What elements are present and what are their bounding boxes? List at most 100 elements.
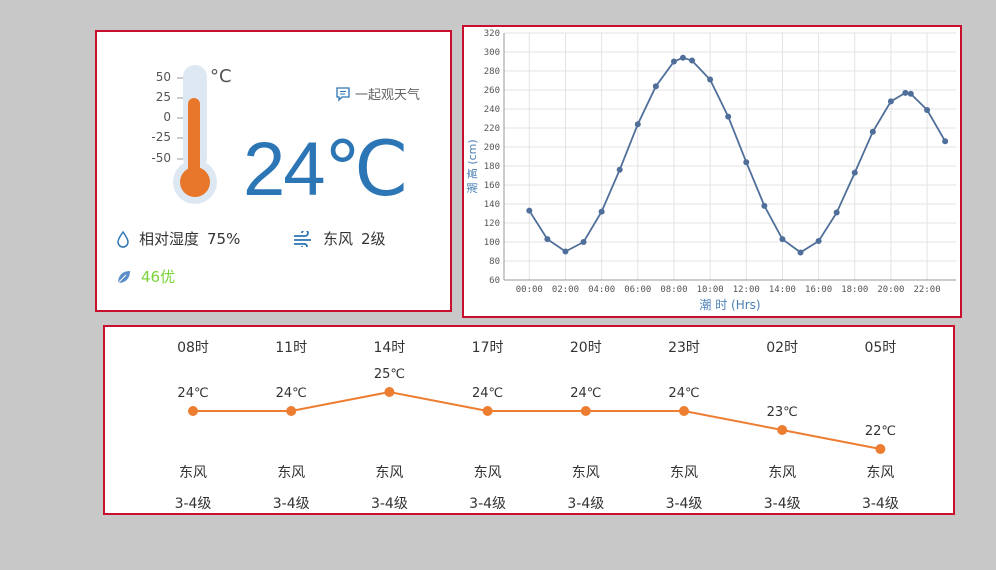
share-button[interactable]: 一起观天气 — [335, 84, 420, 103]
tide-point — [634, 121, 641, 128]
y-tick-label: 220 — [484, 124, 500, 134]
humidity-value: 75% — [207, 229, 241, 248]
aqi-level: 优 — [160, 268, 176, 286]
hourly-temp-point — [188, 406, 198, 416]
tide-point — [833, 209, 840, 216]
tide-series-line — [528, 56, 946, 254]
hourly-wind-level: 3-4级 — [469, 496, 507, 512]
scale-label: 25 — [155, 90, 171, 104]
hourly-time: 02时 — [766, 340, 799, 356]
x-tick-label: 06:00 — [624, 285, 651, 295]
hourly-wind-level: 3-4级 — [665, 496, 703, 512]
hourly-time: 17时 — [471, 340, 504, 356]
x-tick-label: 02:00 — [552, 285, 579, 295]
hourly-temp-point — [679, 406, 689, 416]
tide-point — [679, 54, 686, 61]
humidity-row: 相对湿度 75% — [115, 228, 240, 249]
hourly-wind-level: 3-4级 — [174, 496, 212, 512]
tide-point — [689, 57, 696, 64]
tide-chart-panel: 60 80 100 120 140 160 180 200 220 240 260 280 300 320… — [462, 25, 962, 318]
hourly-temp-label: 24℃ — [570, 386, 602, 401]
hourly-wind: 东风 — [571, 465, 600, 481]
x-tick-label: 22:00 — [914, 285, 941, 295]
hourly-wind: 东风 — [768, 465, 797, 481]
wind-row: 东风 2级 — [293, 228, 386, 249]
y-tick-label: 320 — [484, 29, 500, 39]
tide-point — [815, 238, 822, 245]
tide-point — [652, 83, 659, 90]
y-tick-label: 200 — [484, 143, 500, 153]
y-tick-label: 260 — [484, 86, 500, 96]
hourly-forecast-panel: 08时 24℃ 东风 3-4级 11时 24℃ 东风 3-4级 14时 25℃ 东风 3-4级 17时 2… — [103, 325, 955, 515]
hourly-time: 14时 — [373, 340, 406, 356]
x-tick-label: 00:00 — [516, 285, 543, 295]
hourly-temp-line-chart — [188, 387, 886, 454]
scale-label: 50 — [155, 70, 171, 84]
tide-point — [902, 89, 909, 96]
hourly-time: 23时 — [668, 340, 700, 356]
wind-icon — [294, 230, 311, 247]
tide-point — [779, 236, 786, 243]
hourly-temp-point — [384, 387, 395, 397]
tide-point — [598, 208, 605, 215]
x-tick-label: 08:00 — [660, 285, 687, 295]
x-tick-label: 10:00 — [697, 285, 724, 295]
tide-point — [544, 236, 551, 243]
hourly-temp-line — [193, 390, 881, 450]
hourly-temp-label: 24℃ — [275, 386, 307, 401]
tide-point — [907, 90, 914, 97]
hourly-temp-label: 23℃ — [766, 405, 798, 420]
hourly-time: 05时 — [864, 340, 897, 356]
thermometer-icon — [173, 65, 217, 204]
tide-point — [851, 169, 858, 176]
y-tick-label: 160 — [484, 181, 500, 191]
y-tick-label: 80 — [489, 257, 500, 267]
x-tick-label: 16:00 — [805, 285, 832, 295]
humidity-label: 相对湿度 — [139, 230, 200, 248]
current-temperature: 24℃ — [243, 127, 409, 212]
hourly-wind-level: 3-4级 — [861, 496, 899, 512]
scale-label: -25 — [151, 130, 171, 144]
hourly-temp-label: 25℃ — [373, 367, 405, 382]
y-tick-label: 180 — [484, 162, 500, 172]
tide-point — [526, 207, 533, 214]
wind-direction: 东风 — [323, 230, 354, 248]
thermometer-unit: °C — [210, 66, 232, 87]
hourly-wind: 东风 — [866, 465, 895, 481]
hourly-wind: 东风 — [375, 465, 404, 481]
hourly-wind: 东风 — [473, 465, 502, 481]
y-tick-label: 60 — [489, 276, 500, 286]
current-weather-panel: 50 25 0 -25 -50 °C 一起观天气 24℃ 相对湿度 75% 东风… — [95, 30, 452, 312]
tide-point — [887, 98, 894, 105]
leaf-icon — [117, 270, 130, 283]
hourly-temp-point — [286, 406, 297, 416]
y-tick-label: 240 — [484, 105, 500, 115]
y-tick-label: 140 — [484, 200, 500, 210]
y-tick-label: 300 — [484, 48, 500, 58]
share-label: 一起观天气 — [355, 88, 421, 103]
scale-label: -50 — [151, 151, 171, 165]
tide-point — [616, 166, 623, 173]
y-tick-label: 100 — [484, 238, 500, 248]
x-axis-title: 潮 时 (Hrs) — [699, 297, 760, 312]
hourly-wind: 东风 — [670, 465, 698, 481]
x-tick-label: 04:00 — [588, 285, 615, 295]
tide-point — [725, 113, 732, 120]
hourly-wind: 东风 — [179, 465, 207, 481]
tide-point — [562, 248, 569, 255]
x-tick-label: 18:00 — [841, 285, 868, 295]
tide-point — [707, 76, 714, 83]
tide-chart: 60 80 100 120 140 160 180 200 220 240 260 280 300 320… — [465, 29, 956, 312]
tide-point — [580, 239, 587, 245]
water-drop-icon — [117, 230, 129, 248]
hourly-temp-point — [875, 444, 886, 454]
hourly-time: 08时 — [177, 340, 209, 356]
tide-point — [869, 128, 876, 135]
share-chat-icon — [336, 86, 350, 102]
x-tick-label: 14:00 — [769, 285, 796, 295]
hourly-wind-level: 3-4级 — [567, 496, 605, 512]
y-axis-title: 潮 高 (cm) — [465, 139, 479, 193]
hourly-wind: 东风 — [277, 465, 306, 481]
hourly-time: 20时 — [569, 340, 602, 356]
tide-point — [924, 106, 931, 113]
